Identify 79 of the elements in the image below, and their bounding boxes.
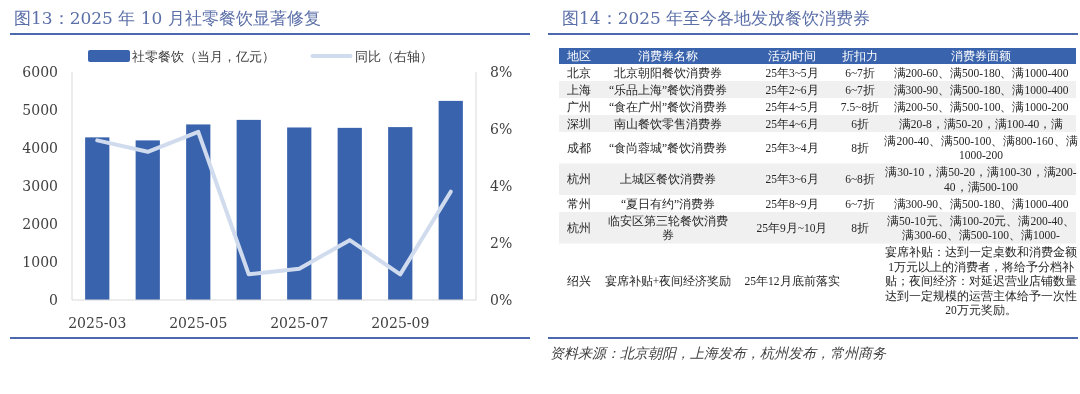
text: 25年12月底前落实 <box>744 275 840 288</box>
category-label: 活动时间 <box>768 49 816 64</box>
bar <box>388 127 413 300</box>
x-tick-label: 2025-09 <box>371 315 430 331</box>
text: 满50-10元、满100-20元、满200-40、满300-60、满500-100、满1000- <box>887 214 1075 242</box>
category-label: 广州 <box>567 100 591 113</box>
text: 上城区餐饮消费券 <box>620 173 716 186</box>
text: 6~8折 <box>845 173 875 186</box>
category-label: 消费券名称 <box>638 49 698 64</box>
text: 25年3~6月 <box>765 173 819 186</box>
text: 6~7折 <box>845 197 875 210</box>
bar <box>236 119 261 300</box>
legend-label: 社零餐饮（当月，亿元） <box>132 48 275 64</box>
y-tick-label: 6000 <box>22 63 58 80</box>
y-tick-label: 4000 <box>22 139 58 156</box>
category-label: 杭州 <box>567 173 591 186</box>
text: 宴席补贴+夜间经济奖励 <box>604 275 732 288</box>
text: 满20-8，满50-20，满100-40，满 <box>898 117 1064 130</box>
text: 25年9月~10月 <box>756 221 828 234</box>
text: 图14：2025 年至今各地发放餐饮消费券 <box>562 8 871 28</box>
category-label: 北京 <box>567 66 591 79</box>
x-tick-label: 2025-05 <box>169 315 228 331</box>
category-label: 上海 <box>567 83 591 96</box>
text: 25年4~5月 <box>765 100 819 113</box>
category-label: 杭州 <box>567 221 591 234</box>
y-tick-label: 3000 <box>22 177 58 194</box>
text: “食在广州”餐饮消费券 <box>608 100 728 113</box>
text: 25年3~5月 <box>765 66 819 79</box>
y-tick-label: 2000 <box>22 215 58 232</box>
legend-label: 同比（右轴） <box>354 48 433 64</box>
text: 25年4~6月 <box>765 117 819 130</box>
text: 6~7折 <box>845 83 875 96</box>
chart-title: 图13：2025 年 10 月社零餐饮显著修复 <box>14 8 321 28</box>
text: 满300-90、满500-180、满1000-400 <box>893 197 1069 210</box>
text: 25年3~4月 <box>765 141 819 154</box>
y-tick-label: 1000 <box>22 253 58 270</box>
y2-tick-label: 4% <box>490 177 513 194</box>
x-tick-label: 2025-03 <box>68 315 127 331</box>
text: 25年2~6月 <box>765 83 819 96</box>
text: 南山餐饮零售消费券 <box>614 117 722 130</box>
text: 北京朝阳餐饮消费券 <box>614 66 722 79</box>
bar <box>337 127 362 300</box>
text: 满200-60、满500-180、满1000-400 <box>893 66 1069 79</box>
y2-tick-label: 2% <box>490 234 513 251</box>
y-tick-label: 0 <box>49 291 58 308</box>
category-label: 消费券面额 <box>951 49 1011 64</box>
bar <box>186 124 211 300</box>
x-tick-label: 2025-07 <box>270 315 329 331</box>
category-label: 常州 <box>567 197 591 210</box>
text: 满30-10，满50-20，满100-30，满200-40，满500-100 <box>885 166 1077 193</box>
category-label: 折扣力 <box>842 49 878 64</box>
y2-tick-label: 8% <box>490 63 513 80</box>
text: 8折 <box>851 221 869 234</box>
category-label: 深圳 <box>567 117 591 130</box>
text: “乐品上海”餐饮消费券 <box>608 83 728 96</box>
category-label: 成都 <box>567 141 591 154</box>
text: 临安区第三轮餐饮消费券 <box>608 214 728 242</box>
text: 6~7折 <box>845 66 875 79</box>
bar <box>438 100 463 300</box>
category-label: 地区 <box>566 49 591 64</box>
text: 25年8~9月 <box>765 197 819 210</box>
text: 7.5~8折 <box>840 100 880 113</box>
y2-tick-label: 0% <box>490 291 513 308</box>
bar <box>135 140 160 300</box>
category-label: 绍兴 <box>567 275 591 288</box>
text: 满200-50、满500-100、满1000-200 <box>893 100 1069 113</box>
text: 资料来源：北京朝阳，上海发布，杭州发布，常州商务 <box>550 345 887 361</box>
line-series <box>95 129 453 277</box>
text: “食尚蓉城”餐饮消费券 <box>608 141 728 154</box>
text: 宴席补贴：达到一定桌数和消费金额1万元以上的消费者，将给予分档补贴；夜间经济：对延迟营业店铺数量达到一定规模的运营主体给予一次性20万元奖励。 <box>885 246 1077 317</box>
y2-tick-label: 6% <box>490 120 513 137</box>
text: “夏日有约”消费券 <box>620 197 716 210</box>
bar <box>85 137 110 300</box>
bar <box>287 127 312 300</box>
text: 满200-40、满500-100、满800-160、满1000-200 <box>884 134 1078 162</box>
text: 8折 <box>851 141 869 154</box>
text: 满300-90、满500-180、满1000-400 <box>893 83 1069 96</box>
y-tick-label: 5000 <box>22 101 58 118</box>
text: 6折 <box>851 117 869 130</box>
